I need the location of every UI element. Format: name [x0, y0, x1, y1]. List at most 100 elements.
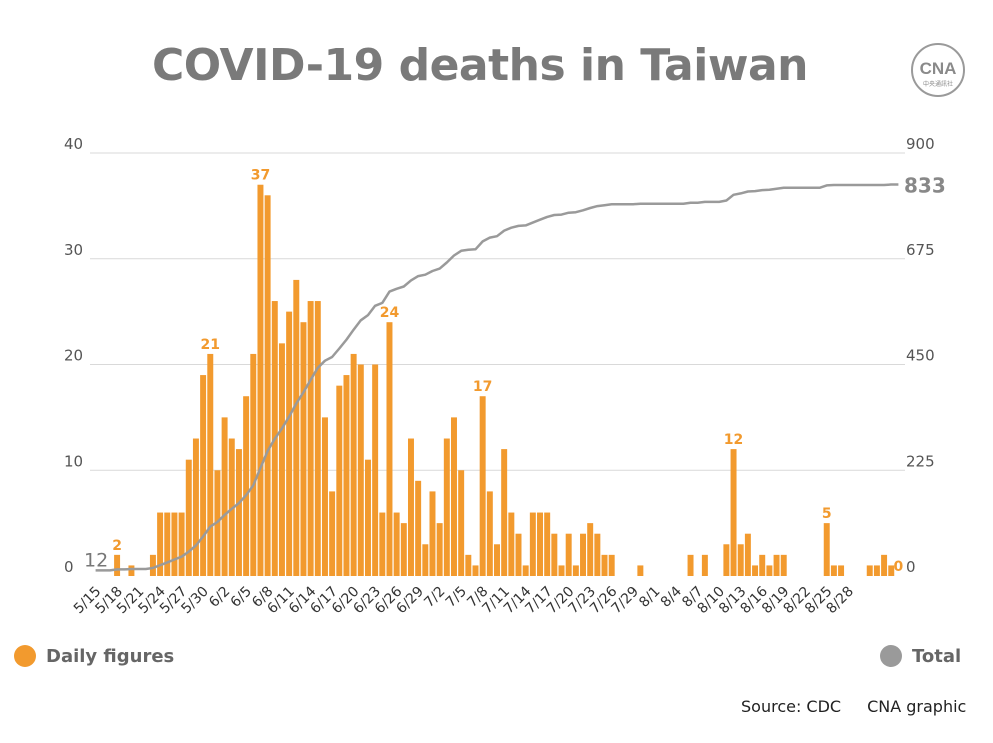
- logo-subtitle: 中央通訊社: [923, 80, 953, 88]
- daily-bar: [759, 554, 766, 576]
- daily-bar: [501, 449, 508, 576]
- daily-bar: [200, 375, 207, 576]
- daily-bar: [451, 417, 457, 576]
- left-tick-label: 30: [64, 241, 83, 259]
- peak-label: 21: [201, 337, 220, 353]
- daily-bar: [544, 512, 551, 576]
- daily-bar: [436, 523, 443, 576]
- right-tick-label: 450: [906, 347, 935, 365]
- peak-label: 0: [894, 559, 904, 575]
- peak-label: 17: [473, 379, 492, 395]
- daily-bar: [572, 565, 579, 576]
- daily-bar: [443, 438, 450, 576]
- daily-bar: [329, 491, 336, 576]
- legend-daily-swatch: [14, 645, 36, 667]
- daily-bar: [357, 364, 364, 576]
- daily-bar: [529, 512, 536, 576]
- daily-bar: [293, 279, 300, 576]
- daily-bar: [149, 554, 156, 576]
- right-tick-label: 0: [906, 558, 916, 576]
- daily-bar: [601, 554, 608, 576]
- daily-bars: [114, 184, 895, 577]
- daily-bar: [479, 396, 486, 576]
- left-axis-ticks: 0 10 20 30 40: [64, 135, 83, 576]
- total-labels: 12 833: [84, 173, 946, 571]
- daily-bar: [737, 544, 744, 576]
- daily-bar: [350, 353, 357, 576]
- logo-letters: CNA: [920, 59, 957, 78]
- daily-bar: [321, 417, 328, 576]
- daily-bar: [407, 438, 414, 576]
- right-tick-label: 900: [906, 135, 935, 153]
- daily-bar: [235, 449, 242, 576]
- daily-bar: [766, 565, 773, 576]
- daily-bar: [171, 512, 178, 576]
- daily-bar: [687, 554, 694, 576]
- daily-bar: [185, 459, 192, 576]
- daily-bar: [838, 565, 845, 576]
- daily-bar: [537, 512, 543, 576]
- chart-title: COVID-19 deaths in Taiwan: [152, 40, 809, 91]
- daily-bar: [157, 512, 164, 576]
- left-tick-label: 0: [64, 558, 74, 576]
- x-axis-ticks: 5/155/185/215/245/275/306/26/56/86/116/1…: [71, 583, 857, 617]
- daily-bar: [486, 491, 493, 576]
- daily-bar: [730, 449, 737, 576]
- cna-logo: CNA 中央通訊社: [911, 43, 965, 97]
- daily-bar: [508, 512, 515, 576]
- total-line: [95, 183, 899, 572]
- daily-bar: [415, 480, 422, 576]
- daily-bar: [465, 554, 472, 576]
- daily-bar: [608, 554, 615, 576]
- daily-bar: [866, 565, 873, 576]
- daily-bar: [243, 396, 250, 576]
- source-text: Source: CDC: [741, 697, 842, 716]
- daily-bar: [372, 364, 379, 576]
- daily-bar: [558, 565, 565, 576]
- daily-bar: [873, 565, 880, 576]
- total-end-label: 833: [904, 173, 946, 197]
- daily-bar: [580, 533, 587, 576]
- daily-bar: [343, 375, 350, 576]
- peak-label: 37: [251, 168, 270, 184]
- daily-bar: [386, 322, 393, 576]
- daily-bar: [522, 565, 529, 576]
- daily-bar: [336, 385, 343, 576]
- daily-bar: [379, 512, 386, 576]
- legend-daily-label: Daily figures: [46, 645, 175, 667]
- daily-bar: [300, 322, 307, 576]
- peak-label: 24: [380, 305, 400, 321]
- source-line: Source: CDC CNA graphic: [741, 697, 966, 716]
- daily-bar: [221, 417, 228, 576]
- daily-bar: [164, 512, 171, 576]
- daily-bar: [551, 533, 558, 576]
- right-tick-label: 225: [906, 452, 935, 470]
- daily-bar: [400, 523, 407, 576]
- daily-bar: [723, 544, 730, 576]
- daily-bar: [128, 565, 135, 576]
- daily-bar: [250, 353, 257, 576]
- peak-label: 2: [112, 538, 122, 554]
- daily-bar: [314, 301, 321, 576]
- peak-label: 12: [724, 432, 743, 448]
- daily-bar: [881, 554, 888, 576]
- total-start-label: 12: [84, 549, 108, 571]
- daily-bar: [307, 301, 314, 576]
- daily-bar: [264, 195, 271, 577]
- daily-bar: [823, 523, 830, 576]
- daily-bar: [494, 544, 500, 576]
- daily-bar: [192, 438, 199, 576]
- daily-bar: [422, 544, 429, 576]
- daily-bar: [515, 533, 522, 576]
- daily-bar: [429, 491, 436, 576]
- peak-label: 5: [822, 506, 832, 522]
- legend-total-label: Total: [912, 645, 962, 667]
- legend-total-swatch: [880, 645, 902, 667]
- daily-bar: [458, 470, 465, 576]
- left-tick-label: 10: [64, 452, 83, 470]
- daily-bar: [594, 533, 601, 576]
- daily-bar: [565, 533, 572, 576]
- right-axis-ticks: 0 225 450 675 900: [906, 135, 935, 576]
- daily-bar: [752, 565, 759, 576]
